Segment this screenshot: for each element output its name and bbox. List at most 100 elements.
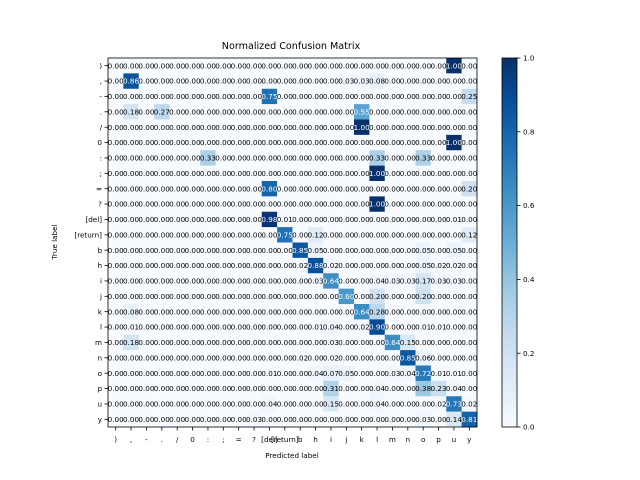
cell-value: 0.00 (400, 400, 416, 409)
cell-value: 0.00 (185, 261, 201, 270)
cell-value: 0.00 (277, 369, 293, 378)
matrix-cell (354, 227, 370, 243)
matrix-cell (323, 134, 339, 151)
matrix-cell (415, 73, 432, 90)
cell-value: 0.00 (138, 107, 154, 116)
cell-value: 0.18 (123, 107, 139, 116)
matrix-cell (461, 242, 478, 259)
matrix-cell (323, 242, 339, 259)
cell-value: 0.00 (154, 307, 170, 316)
matrix-cell (169, 58, 186, 74)
cell-value: 0.00 (308, 61, 324, 70)
cell-value: 0.00 (323, 138, 339, 147)
matrix-cell (307, 380, 324, 397)
cell-value: 0.00 (461, 77, 477, 86)
matrix-cell (261, 227, 278, 243)
cell-value: 0.00 (138, 338, 154, 347)
cell-value: 0.00 (431, 107, 447, 116)
matrix-cell (430, 380, 447, 397)
cell-value: 0.00 (154, 200, 170, 209)
cell-value: 0.02 (292, 353, 308, 362)
cell-value: 0.00 (431, 353, 447, 362)
matrix-cell (277, 380, 293, 397)
matrix-cell (200, 88, 216, 105)
cell-value: 0.00 (292, 215, 308, 224)
cell-value: 0.00 (292, 138, 308, 147)
matrix-cell (415, 227, 432, 243)
matrix-cell (338, 334, 355, 351)
cell-value: 0.00 (292, 184, 308, 193)
cell-value: 0.00 (246, 169, 262, 178)
matrix-cell (138, 227, 155, 243)
matrix-cell (354, 73, 370, 90)
cell-value: 0.31 (323, 384, 339, 393)
cell-value: 0.00 (400, 246, 416, 255)
matrix-cell (200, 119, 216, 136)
matrix-cell (123, 119, 140, 136)
matrix-cell (307, 119, 324, 136)
matrix-cell (138, 365, 155, 382)
matrix-cell (246, 134, 263, 151)
matrix-cell (200, 411, 216, 428)
cell-value: 0.04 (369, 277, 385, 286)
matrix-cell (338, 411, 355, 428)
matrix-cell (108, 242, 124, 259)
matrix-cell (215, 257, 232, 274)
cell-value: 0.00 (200, 292, 216, 301)
cell-value: 0.03 (384, 369, 400, 378)
cell-value: 0.08 (123, 307, 139, 316)
matrix-cell (430, 365, 447, 382)
cell-value: 0.00 (231, 154, 247, 163)
x-tick-label: / (176, 435, 179, 444)
matrix-cell (369, 58, 386, 74)
matrix-cell (277, 119, 293, 136)
cell-value: 0.00 (323, 230, 339, 239)
matrix-cell (277, 196, 293, 213)
matrix-cell (123, 396, 140, 412)
cell-value: 0.00 (400, 92, 416, 101)
matrix-cell (184, 58, 201, 74)
cell-value: 0.00 (200, 215, 216, 224)
matrix-cell (277, 165, 293, 182)
matrix-cell (215, 88, 232, 105)
matrix-cell (246, 380, 263, 397)
matrix-cell (200, 304, 216, 320)
cell-value: 0.00 (200, 169, 216, 178)
cell-value: 1.00 (369, 169, 385, 178)
cell-value: 0.00 (323, 107, 339, 116)
cell-value: 0.00 (415, 107, 431, 116)
matrix-cell (184, 165, 201, 182)
matrix-cell (292, 227, 309, 243)
matrix-cell (461, 181, 478, 197)
matrix-cell (446, 319, 462, 336)
cell-value: 0.00 (231, 169, 247, 178)
cell-value: 0.00 (461, 169, 477, 178)
cell-value: 0.00 (138, 261, 154, 270)
cell-value: 0.00 (338, 123, 354, 132)
y-tick-label: l (100, 323, 102, 332)
matrix-cell (369, 165, 386, 182)
matrix-cell (400, 350, 416, 366)
cell-value: 0.00 (431, 200, 447, 209)
cell-value: 0.00 (446, 107, 462, 116)
cell-value: 0.00 (138, 77, 154, 86)
cell-value: 0.00 (185, 415, 201, 424)
cell-value: 0.00 (261, 384, 277, 393)
matrix-cell (384, 227, 401, 243)
cell-value: 0.00 (154, 154, 170, 163)
cell-value: 0.00 (277, 246, 293, 255)
matrix-cell (292, 242, 309, 259)
matrix-cell (430, 350, 447, 366)
cell-value: 0.00 (123, 169, 139, 178)
matrix-cell (323, 411, 339, 428)
matrix-cell (446, 411, 462, 428)
matrix-cell (200, 73, 216, 90)
cell-value: 0.00 (261, 169, 277, 178)
cell-value: 0.00 (185, 230, 201, 239)
matrix-cell (215, 165, 232, 182)
cell-value: 0.64 (384, 338, 400, 347)
matrix-cell (138, 257, 155, 274)
cell-value: 0.00 (308, 154, 324, 163)
cell-value: 0.00 (200, 246, 216, 255)
matrix-cell (307, 273, 324, 289)
